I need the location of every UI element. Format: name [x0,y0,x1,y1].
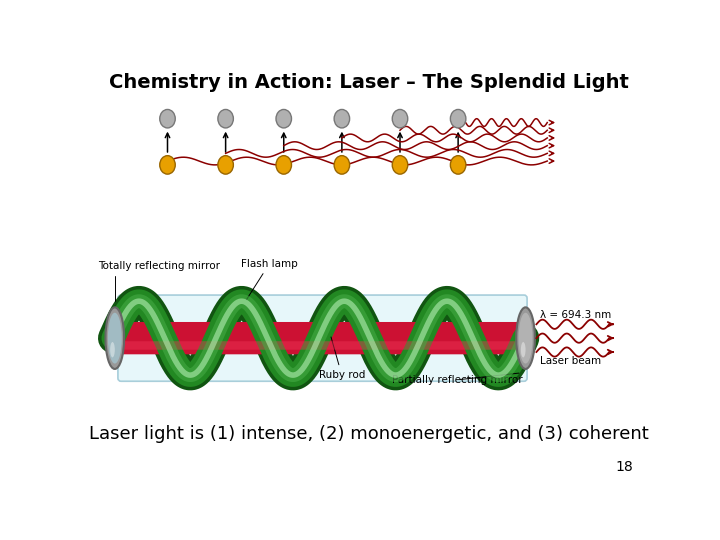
Ellipse shape [451,156,466,174]
Ellipse shape [334,110,350,128]
Text: Flash lamp: Flash lamp [241,259,298,300]
Text: Ruby rod: Ruby rod [319,337,365,380]
Text: 18: 18 [616,460,634,474]
Text: Laser light is (1) intense, (2) monoenergetic, and (3) coherent: Laser light is (1) intense, (2) monoener… [89,426,649,443]
Ellipse shape [160,110,175,128]
Ellipse shape [108,313,122,363]
Ellipse shape [106,307,124,369]
Text: Partially reflecting mirror: Partially reflecting mirror [392,373,523,385]
Ellipse shape [218,110,233,128]
Ellipse shape [334,156,350,174]
Ellipse shape [110,342,114,357]
Ellipse shape [392,110,408,128]
Ellipse shape [276,110,292,128]
Text: λ = 694.3 nm: λ = 694.3 nm [539,310,611,320]
Text: Laser beam: Laser beam [539,356,600,366]
Text: Totally reflecting mirror: Totally reflecting mirror [98,261,220,301]
Ellipse shape [392,156,408,174]
FancyBboxPatch shape [118,295,527,381]
FancyBboxPatch shape [118,341,519,350]
Ellipse shape [451,110,466,128]
FancyBboxPatch shape [117,322,520,354]
Text: Chemistry in Action: Laser – The Splendid Light: Chemistry in Action: Laser – The Splendi… [109,72,629,91]
Ellipse shape [160,156,175,174]
Ellipse shape [518,313,533,363]
Ellipse shape [516,307,535,369]
Ellipse shape [276,156,292,174]
Ellipse shape [521,342,526,357]
Ellipse shape [218,156,233,174]
